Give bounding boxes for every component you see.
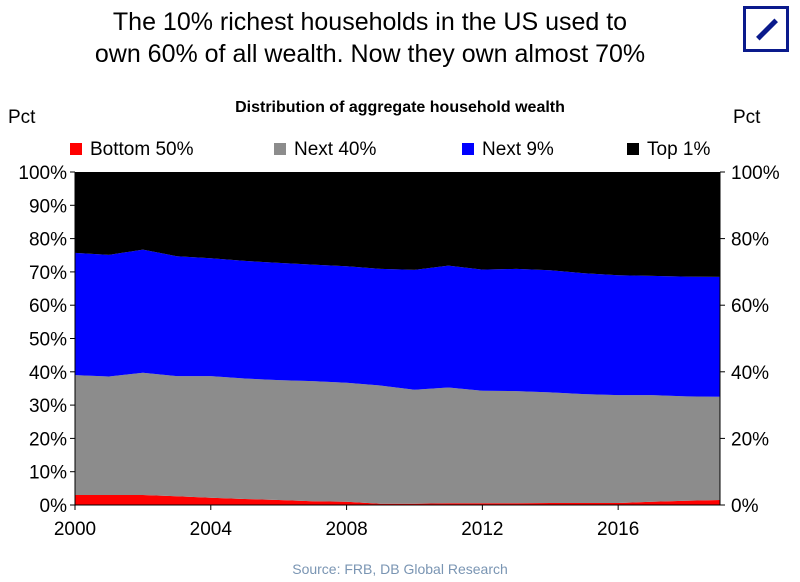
legend: Bottom 50% Next 40% Next 9% Top 1%	[70, 139, 710, 160]
y-left-tick-label: 10%	[29, 463, 67, 484]
x-tick-label: 2004	[190, 519, 233, 540]
y-right-tick-label: 80%	[731, 230, 769, 251]
y-left-tick-label: 40%	[29, 363, 67, 384]
y-left-tick-label: 60%	[29, 296, 67, 317]
source-note: Source: FRB, DB Global Research	[292, 561, 508, 577]
x-tick-label: 2012	[461, 519, 503, 540]
legend-swatch-bottom-50pct	[70, 143, 82, 155]
y-right-tick-label: 60%	[731, 296, 769, 317]
x-tick-label: 2000	[54, 519, 96, 540]
legend-swatch-top-1pct	[627, 143, 639, 155]
y-axis-label-left: Pct	[8, 107, 36, 128]
deutsche-bank-logo	[743, 6, 789, 52]
area-next-40pct	[75, 372, 720, 504]
axes: 0% 10% 20% 30% 40% 50% 60% 70% 80% 90% 100% 0% 20% 40…	[18, 163, 779, 540]
headline: The 10% richest households in the US use…	[20, 6, 720, 70]
area-top-1pct	[75, 172, 720, 277]
headline-line-2: own 60% of all wealth. Now they own almo…	[94, 40, 646, 68]
legend-label-bottom-50pct: Bottom 50%	[90, 139, 194, 160]
y-left-tick-label: 80%	[29, 230, 67, 251]
legend-label-next-40pct: Next 40%	[294, 139, 376, 160]
area-series	[75, 172, 720, 505]
y-left-tick-label: 70%	[29, 263, 67, 284]
y-left-tick-label: 30%	[29, 396, 67, 417]
y-right-tick-label: 20%	[731, 429, 769, 450]
headline-line-1: The 10% richest households in the US use…	[112, 8, 628, 36]
x-tick-label: 2008	[325, 519, 367, 540]
y-right-tick-label: 100%	[731, 163, 780, 184]
y-left-tick-label: 50%	[29, 330, 67, 351]
legend-swatch-next-9pct	[462, 143, 474, 155]
y-right-tick-label: 0%	[731, 496, 759, 517]
legend-label-top-1pct: Top 1%	[647, 139, 710, 160]
x-tick-label: 2016	[597, 519, 639, 540]
area-next-9pct	[75, 249, 720, 397]
legend-label-next-9pct: Next 9%	[482, 139, 554, 160]
chart-title: Distribution of aggregate household weal…	[235, 99, 565, 116]
y-left-tick-label: 90%	[29, 196, 67, 217]
y-axis-label-right: Pct	[733, 107, 761, 128]
y-left-tick-label: 0%	[40, 496, 68, 517]
y-right-tick-label: 40%	[731, 363, 769, 384]
legend-swatch-next-40pct	[274, 143, 286, 155]
y-left-tick-label: 20%	[29, 429, 67, 450]
y-left-tick-label: 100%	[18, 163, 67, 184]
area-bottom-50pct	[75, 495, 720, 505]
